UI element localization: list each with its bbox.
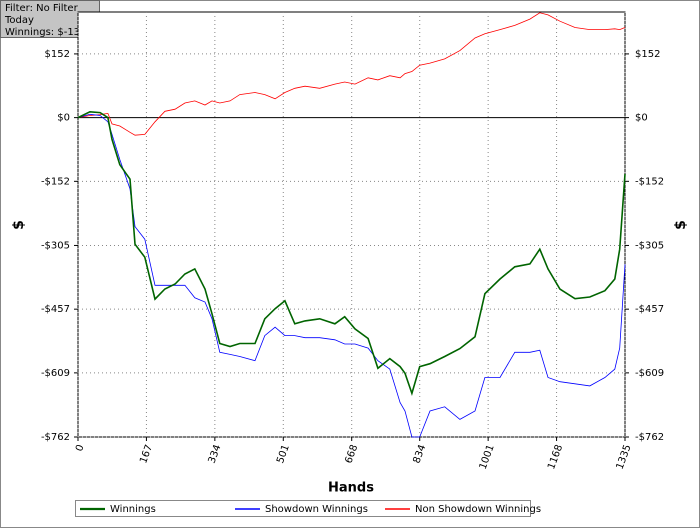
y2-tick-label: $0 <box>635 113 648 124</box>
y-tick-label: -$762 <box>41 432 70 443</box>
y2-tick-label: -$457 <box>635 304 664 315</box>
y-axis-title: $ <box>11 220 27 230</box>
y2-tick-label: $152 <box>635 49 660 60</box>
series-line <box>77 113 626 438</box>
legend-label: Winnings <box>110 504 156 515</box>
y-tick-label: -$152 <box>41 176 70 187</box>
info-filter: Filter: No Filter <box>5 3 79 14</box>
y-tick-label: -$457 <box>41 304 70 315</box>
x-axis-title: Hands <box>328 481 374 496</box>
y2-tick-label: -$609 <box>635 368 664 379</box>
legend-label: Non Showdown Winnings <box>415 504 541 515</box>
y2-tick-label: -$305 <box>635 240 664 251</box>
y-tick-label: $0 <box>57 113 70 124</box>
y2-tick-label: -$152 <box>635 176 664 187</box>
x-tick-label: 0 <box>74 443 87 453</box>
y-tick-label: -$305 <box>41 240 70 251</box>
info-period: Today <box>4 15 34 26</box>
y2-tick-label: -$762 <box>635 432 664 443</box>
series-line <box>77 110 626 397</box>
y-tick-label: -$609 <box>41 368 70 379</box>
legend-label: Showdown Winnings <box>265 504 368 515</box>
legend-box <box>75 500 531 517</box>
y-tick-label: $152 <box>45 49 70 60</box>
series-line <box>77 12 626 136</box>
info-winnings: Winnings: $-134.30 <box>5 27 102 38</box>
y2-axis-title: $ <box>673 220 689 230</box>
